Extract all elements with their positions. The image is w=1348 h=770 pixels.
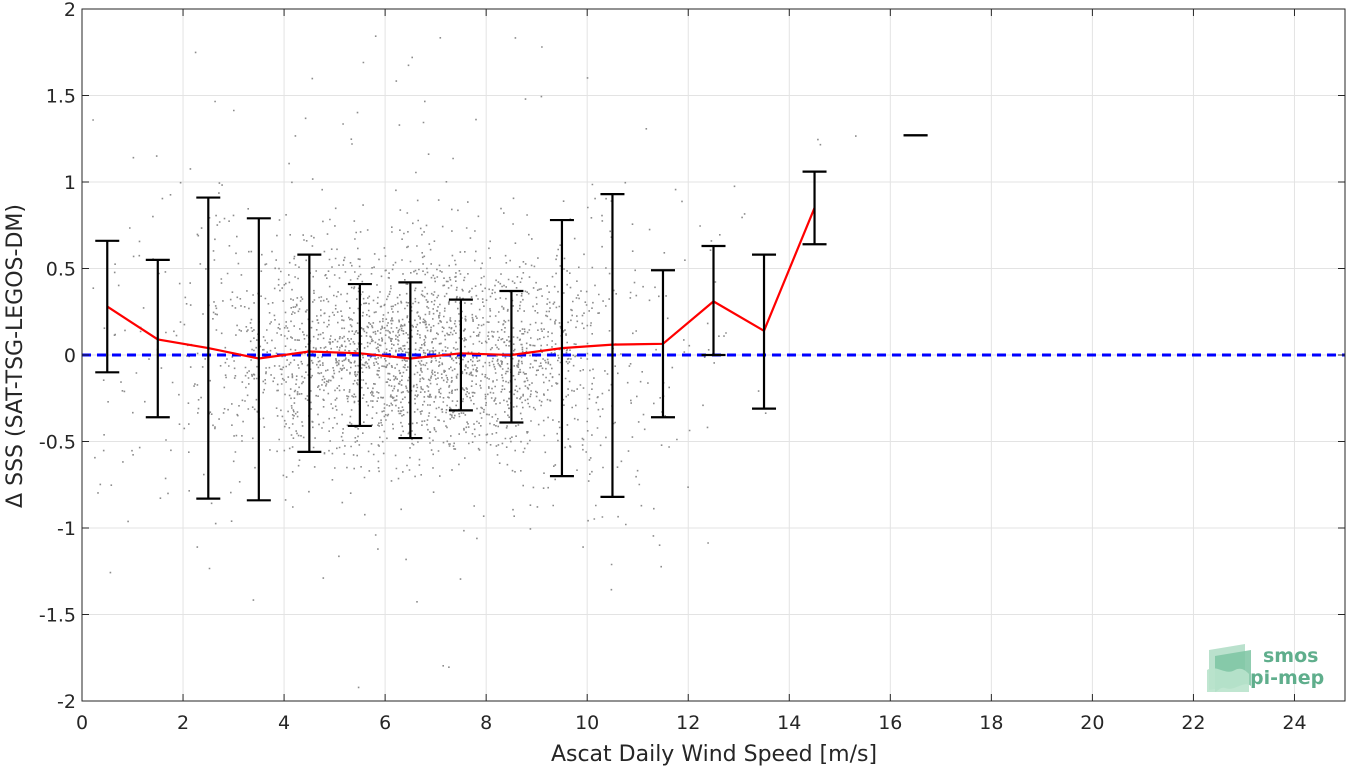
error-bar xyxy=(549,218,574,478)
y-tick-label: -2 xyxy=(57,691,76,713)
error-bar xyxy=(499,289,524,424)
y-tick-label: 1 xyxy=(64,172,76,194)
x-tick-label: 14 xyxy=(777,712,801,734)
x-tick-label: 2 xyxy=(177,712,189,734)
y-tick-label: 2 xyxy=(64,0,76,21)
error-bar xyxy=(145,258,170,419)
error-bar xyxy=(752,253,777,410)
error-bar xyxy=(196,196,221,500)
x-tick-label: 16 xyxy=(878,712,902,734)
error-bars xyxy=(95,134,928,502)
y-tick-label: 1.5 xyxy=(46,86,76,108)
logo-waves-icon xyxy=(1207,644,1251,692)
error-bar xyxy=(701,244,726,357)
x-tick-label: 8 xyxy=(480,712,492,734)
y-tick-label: -1 xyxy=(57,518,76,540)
x-tick-label: 0 xyxy=(76,712,88,734)
x-tick-label: 24 xyxy=(1282,712,1306,734)
error-bar xyxy=(802,170,827,246)
logo-line2: pi-mep xyxy=(1250,667,1324,689)
x-tick-label: 4 xyxy=(278,712,290,734)
smos-pi-mep-logo: smos pi-mep xyxy=(1207,644,1324,692)
y-tick-label: -1.5 xyxy=(39,605,76,627)
logo-line1: smos xyxy=(1263,645,1318,667)
x-tick-label: 22 xyxy=(1181,712,1205,734)
y-tick-label: 0 xyxy=(64,345,76,367)
y-axis-label: Δ SSS (SAT-TSG-LEGOS-DM) xyxy=(3,204,28,508)
x-tick-label: 10 xyxy=(575,712,599,734)
scatter-points xyxy=(92,35,857,689)
scatter-cloud xyxy=(92,35,857,689)
x-tick-label: 6 xyxy=(379,712,391,734)
error-bar xyxy=(297,253,322,453)
error-bar xyxy=(398,281,423,440)
y-tick-label: -0.5 xyxy=(39,432,76,454)
x-axis-ticks: 0 2 4 6 8 10 12 14 16 18 20 22 24 xyxy=(76,9,1307,734)
error-bar xyxy=(95,239,120,374)
x-axis-label: Ascat Daily Wind Speed [m/s] xyxy=(551,742,877,767)
error-bar xyxy=(347,282,372,428)
x-tick-label: 20 xyxy=(1080,712,1104,734)
error-bar xyxy=(448,298,473,412)
x-tick-label: 18 xyxy=(979,712,1003,734)
y-tick-label: 0.5 xyxy=(46,259,76,281)
error-bar xyxy=(600,193,625,498)
y-axis-ticks: -2 -1.5 -1 -0.5 0 0.5 1 1.5 2 xyxy=(39,0,1345,713)
error-bar xyxy=(650,269,675,419)
x-tick-label: 12 xyxy=(676,712,700,734)
error-bar xyxy=(246,217,271,502)
